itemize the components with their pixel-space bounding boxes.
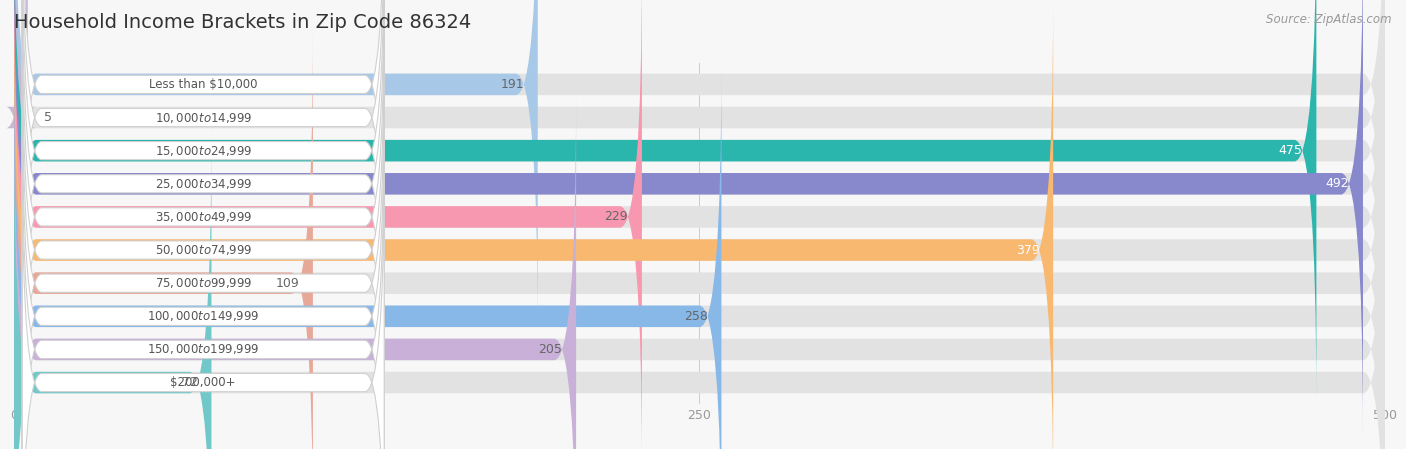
Text: $100,000 to $149,999: $100,000 to $149,999 (148, 309, 260, 323)
FancyBboxPatch shape (6, 0, 37, 372)
FancyBboxPatch shape (14, 0, 1053, 449)
FancyBboxPatch shape (22, 0, 384, 374)
Text: 492: 492 (1326, 177, 1350, 190)
Text: $75,000 to $99,999: $75,000 to $99,999 (155, 276, 252, 290)
FancyBboxPatch shape (22, 0, 384, 407)
FancyBboxPatch shape (14, 128, 211, 449)
Text: 72: 72 (181, 376, 198, 389)
FancyBboxPatch shape (14, 0, 1385, 449)
FancyBboxPatch shape (14, 0, 1385, 372)
Text: 191: 191 (501, 78, 524, 91)
Text: 475: 475 (1279, 144, 1303, 157)
Text: 109: 109 (276, 277, 299, 290)
FancyBboxPatch shape (22, 127, 384, 449)
Text: 258: 258 (683, 310, 707, 323)
Text: $10,000 to $14,999: $10,000 to $14,999 (155, 110, 252, 124)
FancyBboxPatch shape (22, 0, 384, 307)
Text: 5: 5 (44, 111, 52, 124)
Text: $15,000 to $24,999: $15,000 to $24,999 (155, 144, 252, 158)
Text: 379: 379 (1015, 243, 1039, 256)
FancyBboxPatch shape (14, 0, 1362, 438)
FancyBboxPatch shape (14, 62, 1385, 449)
FancyBboxPatch shape (22, 0, 384, 440)
FancyBboxPatch shape (14, 29, 314, 449)
FancyBboxPatch shape (14, 0, 1385, 438)
FancyBboxPatch shape (14, 128, 1385, 449)
Text: $50,000 to $74,999: $50,000 to $74,999 (155, 243, 252, 257)
FancyBboxPatch shape (22, 60, 384, 449)
FancyBboxPatch shape (22, 160, 384, 449)
FancyBboxPatch shape (14, 0, 537, 339)
Text: Household Income Brackets in Zip Code 86324: Household Income Brackets in Zip Code 86… (14, 13, 471, 32)
Text: 229: 229 (605, 211, 628, 224)
Text: 205: 205 (538, 343, 562, 356)
Text: Source: ZipAtlas.com: Source: ZipAtlas.com (1267, 13, 1392, 26)
FancyBboxPatch shape (14, 95, 1385, 449)
FancyBboxPatch shape (14, 29, 1385, 449)
FancyBboxPatch shape (22, 27, 384, 449)
Text: $150,000 to $199,999: $150,000 to $199,999 (148, 343, 260, 357)
FancyBboxPatch shape (14, 0, 643, 449)
Text: Less than $10,000: Less than $10,000 (149, 78, 257, 91)
FancyBboxPatch shape (14, 62, 721, 449)
FancyBboxPatch shape (22, 93, 384, 449)
Text: $35,000 to $49,999: $35,000 to $49,999 (155, 210, 252, 224)
FancyBboxPatch shape (14, 0, 1385, 449)
Text: $25,000 to $34,999: $25,000 to $34,999 (155, 177, 252, 191)
FancyBboxPatch shape (14, 95, 576, 449)
FancyBboxPatch shape (14, 0, 1385, 339)
FancyBboxPatch shape (14, 0, 1316, 405)
Text: $200,000+: $200,000+ (170, 376, 236, 389)
FancyBboxPatch shape (22, 0, 384, 340)
FancyBboxPatch shape (14, 0, 1385, 405)
